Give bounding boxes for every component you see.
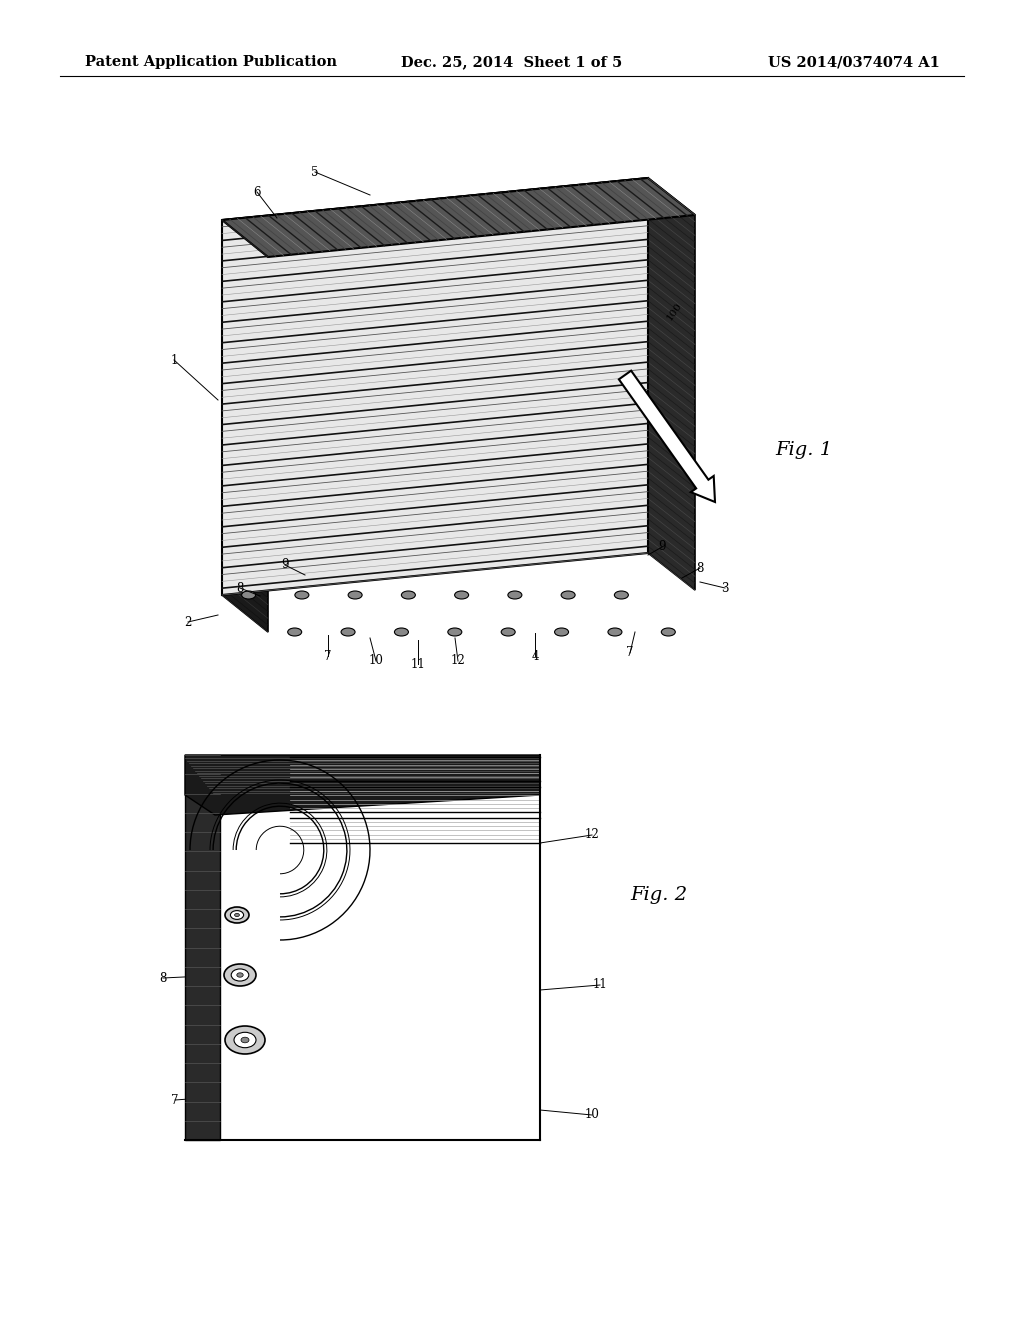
Text: 2: 2 (184, 615, 191, 628)
Text: 100: 100 (665, 301, 683, 322)
Text: 9: 9 (658, 540, 666, 553)
Ellipse shape (237, 973, 244, 977)
Ellipse shape (230, 911, 244, 920)
Polygon shape (648, 178, 695, 590)
Ellipse shape (561, 591, 575, 599)
Text: 6: 6 (253, 186, 261, 198)
Text: 7: 7 (171, 1093, 179, 1106)
Polygon shape (185, 755, 540, 1140)
Ellipse shape (295, 591, 309, 599)
Text: 7: 7 (627, 647, 634, 660)
Text: 1: 1 (170, 354, 178, 367)
Text: 8: 8 (696, 561, 703, 574)
Text: 11: 11 (593, 978, 607, 991)
Ellipse shape (288, 628, 302, 636)
Text: Dec. 25, 2014  Sheet 1 of 5: Dec. 25, 2014 Sheet 1 of 5 (401, 55, 623, 69)
Text: 3: 3 (721, 582, 729, 594)
Ellipse shape (242, 591, 256, 599)
Polygon shape (222, 178, 648, 595)
FancyArrow shape (618, 371, 715, 502)
Ellipse shape (225, 1026, 265, 1053)
Text: 11: 11 (411, 657, 425, 671)
Text: 10: 10 (585, 1109, 599, 1122)
Ellipse shape (234, 913, 240, 916)
Text: 8: 8 (237, 582, 244, 594)
Ellipse shape (662, 628, 675, 636)
Text: 9: 9 (282, 558, 289, 572)
Ellipse shape (508, 591, 522, 599)
Text: US 2014/0374074 A1: US 2014/0374074 A1 (768, 55, 940, 69)
Text: 4: 4 (531, 649, 539, 663)
Ellipse shape (231, 969, 249, 981)
Text: 5: 5 (311, 165, 318, 178)
Text: Fig. 1: Fig. 1 (775, 441, 833, 459)
Ellipse shape (501, 628, 515, 636)
Text: Fig. 2: Fig. 2 (630, 886, 687, 904)
Polygon shape (222, 178, 695, 257)
Text: 12: 12 (585, 829, 599, 842)
Ellipse shape (455, 591, 469, 599)
Polygon shape (185, 755, 540, 814)
Ellipse shape (225, 907, 249, 923)
Ellipse shape (224, 964, 256, 986)
Ellipse shape (555, 628, 568, 636)
Ellipse shape (447, 628, 462, 636)
Text: 7: 7 (325, 649, 332, 663)
Text: 8: 8 (160, 972, 167, 985)
Ellipse shape (608, 628, 622, 636)
Polygon shape (185, 755, 220, 1140)
Ellipse shape (341, 628, 355, 636)
Text: Patent Application Publication: Patent Application Publication (85, 55, 337, 69)
Text: 10: 10 (369, 655, 383, 668)
Polygon shape (222, 220, 268, 632)
Ellipse shape (401, 591, 416, 599)
Ellipse shape (348, 591, 362, 599)
Ellipse shape (614, 591, 629, 599)
Ellipse shape (241, 1038, 249, 1043)
Ellipse shape (394, 628, 409, 636)
Text: 12: 12 (451, 655, 465, 668)
Ellipse shape (234, 1032, 256, 1048)
Text: 1: 1 (184, 863, 191, 876)
Text: 9: 9 (209, 788, 217, 801)
